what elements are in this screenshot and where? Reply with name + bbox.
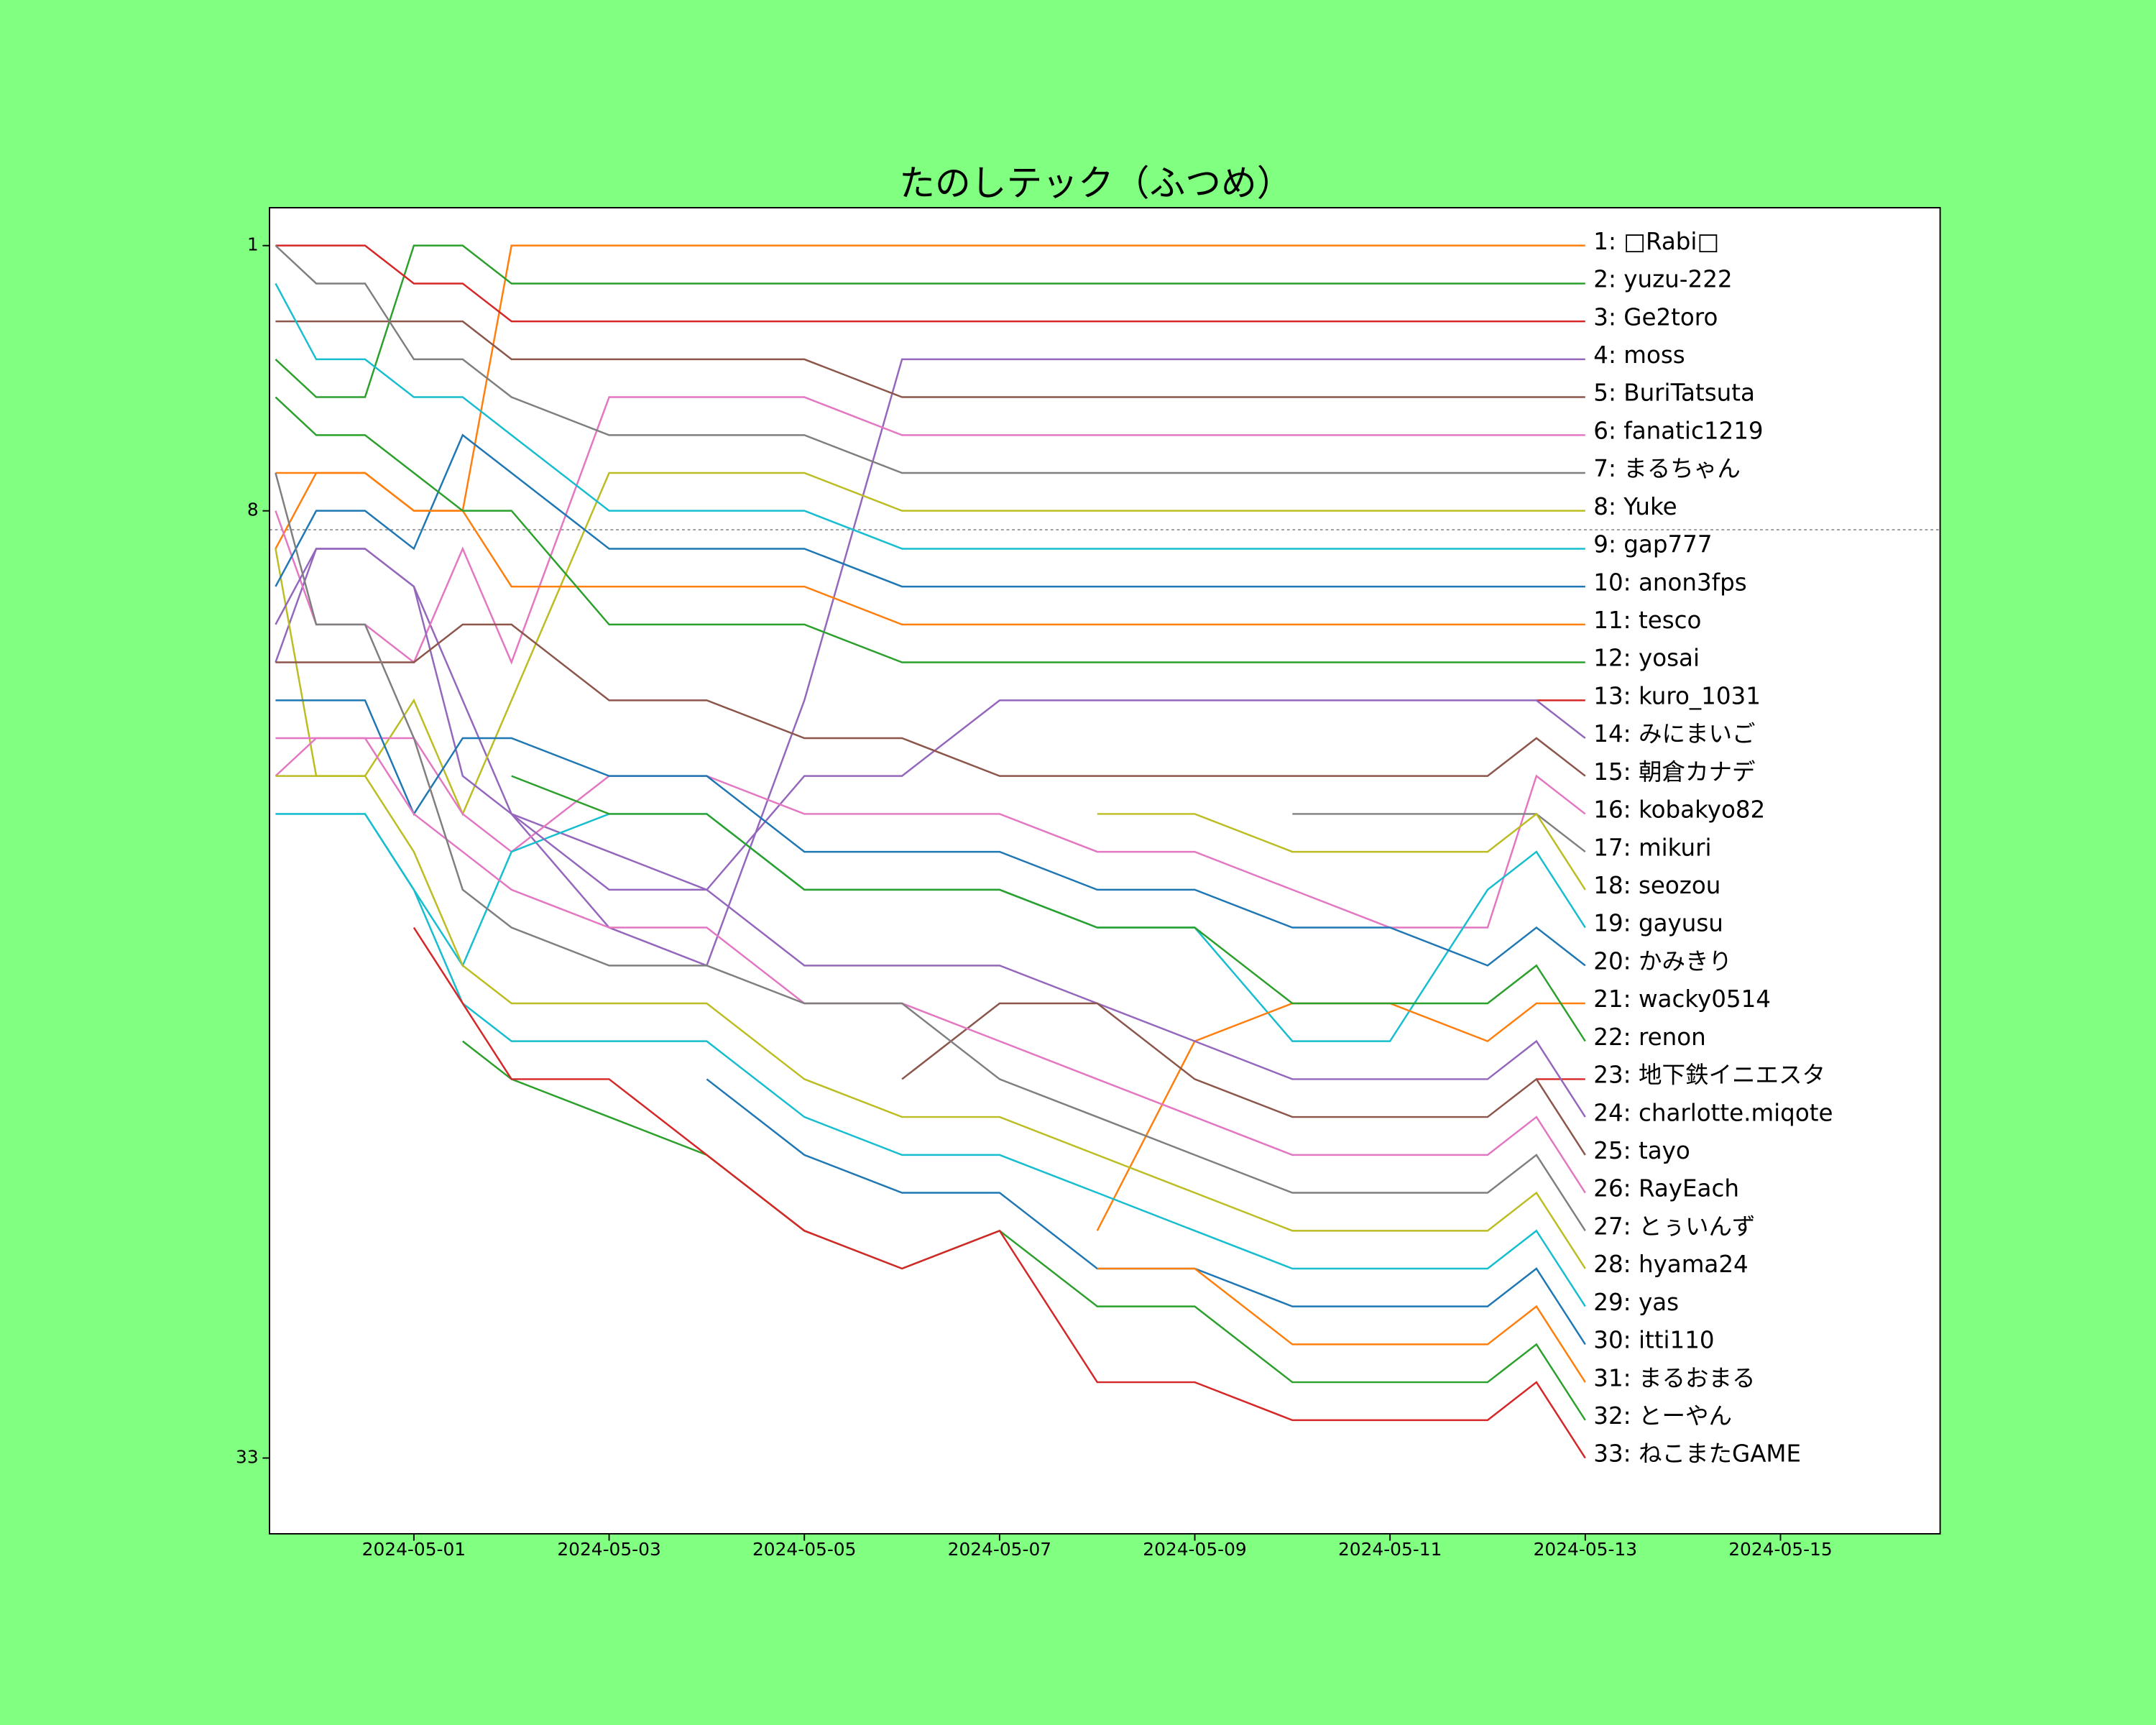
series-label: 33: ねこまたGAME (1593, 1440, 1801, 1468)
series-line (275, 623, 1586, 777)
x-tick-label: 2024-05-07 (948, 1539, 1051, 1560)
series-line (275, 433, 1585, 588)
series-label: 25: tayo (1593, 1137, 1690, 1164)
series-label: 23: 地下鉄イニエスタ (1593, 1062, 1825, 1089)
series-line (275, 472, 1585, 816)
series-line (275, 472, 1586, 1232)
series-label: 19: gayusu (1593, 910, 1723, 937)
series-line (275, 282, 1585, 550)
series-line (511, 775, 1586, 1042)
y-tick-label: 1 (247, 234, 259, 255)
series-label: 20: かみきり (1593, 947, 1732, 975)
series-line (275, 244, 1585, 398)
series-label: 32: とーやん (1593, 1402, 1732, 1430)
series-line (275, 396, 1585, 663)
y-tick-label: 8 (247, 500, 259, 520)
series-label: 12: yosai (1593, 645, 1700, 672)
series-label: 3: Ge2toro (1593, 303, 1718, 331)
series-line (275, 472, 1585, 626)
x-tick-label: 2024-05-11 (1338, 1539, 1442, 1560)
plot-frame (269, 207, 1941, 1535)
x-tick-label: 2024-05-13 (1534, 1539, 1637, 1560)
series-line (1097, 812, 1586, 891)
chart-title: たのしテック（ふつめ） (899, 162, 1292, 204)
series-label: 9: gap777 (1593, 531, 1712, 558)
series-line (1292, 813, 1586, 853)
series-label: 6: fanatic1219 (1593, 417, 1763, 444)
series-line (462, 1040, 1586, 1421)
series-line (275, 813, 1586, 1307)
series-line (275, 396, 1585, 665)
series-line (275, 775, 1586, 1269)
series-label: 24: charlotte.miqote (1593, 1099, 1833, 1126)
series-label: 22: renon (1593, 1024, 1705, 1051)
series-label: 29: yas (1593, 1289, 1679, 1316)
series-line (275, 737, 1586, 929)
series-line (413, 926, 1586, 1459)
series-label: 8: Yuke (1593, 493, 1677, 520)
series-label: 21: wacky0514 (1593, 985, 1771, 1013)
series-label: 18: seozou (1593, 872, 1720, 899)
series-label: 14: みにまいご (1593, 720, 1755, 748)
x-tick-label: 2024-05-05 (752, 1539, 856, 1560)
series-label: 1: □Rabi□ (1593, 228, 1719, 255)
series-label: 31: まるおまる (1593, 1364, 1755, 1392)
series-line (275, 548, 1586, 891)
x-tick-label: 2024-05-01 (362, 1539, 466, 1560)
x-tick-label: 2024-05-09 (1143, 1539, 1246, 1560)
series-label: 2: yuzu-222 (1593, 266, 1732, 293)
series-line (275, 699, 1586, 967)
series-label: 16: kobakyo82 (1593, 796, 1765, 824)
series-label: 15: 朝倉カナデ (1593, 758, 1755, 786)
series-line (1097, 1267, 1586, 1383)
series-label: 4: moss (1593, 341, 1685, 369)
x-tick-label: 2024-05-03 (557, 1539, 660, 1560)
series-label: 26: RayEach (1593, 1175, 1739, 1202)
series-line (275, 244, 1585, 323)
series-label: 17: mikuri (1593, 834, 1711, 861)
series-label: 5: BuriTatsuta (1593, 380, 1755, 407)
plot-area (270, 207, 1940, 1534)
series-line (901, 1002, 1586, 1156)
series-line (275, 320, 1585, 398)
x-tick-label: 2024-05-15 (1728, 1539, 1832, 1560)
series-label: 10: anon3fps (1593, 569, 1746, 596)
series-label: 28: hyama24 (1593, 1251, 1748, 1278)
series-line (275, 244, 1585, 474)
series-label: 7: まるちゃん (1593, 455, 1741, 482)
series-label: 30: itti110 (1593, 1327, 1714, 1354)
series-label: 13: kuro_1031 (1593, 682, 1761, 709)
series-label: 27: とぅいんず (1593, 1213, 1755, 1240)
y-tick-label: 33 (236, 1447, 259, 1468)
series-label: 11: tesco (1593, 607, 1701, 634)
